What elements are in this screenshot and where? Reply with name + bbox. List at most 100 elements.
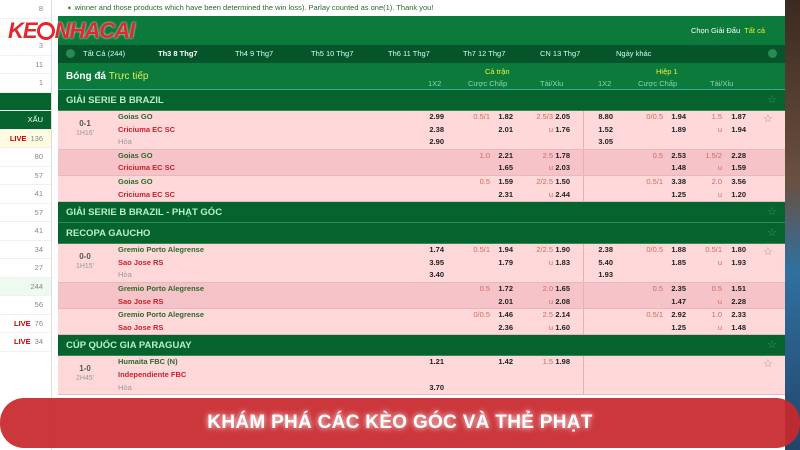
- date-tab[interactable]: Ngày khác: [616, 49, 652, 58]
- sidebar-item[interactable]: XẤU: [0, 111, 51, 130]
- date-tab[interactable]: Th3 8 Thg7: [158, 49, 198, 58]
- sidebar-item[interactable]: 41: [0, 185, 51, 204]
- sidebar-item[interactable]: [0, 92, 51, 111]
- odds-value[interactable]: 1.72: [498, 283, 513, 293]
- odds-value[interactable]: 3.40: [429, 270, 444, 280]
- odds-value[interactable]: 1.87: [731, 112, 746, 121]
- sidebar-item[interactable]: 80: [0, 148, 51, 167]
- sidebar-item[interactable]: 3: [0, 37, 51, 56]
- odds-value[interactable]: 1.74: [429, 245, 444, 255]
- odds-value[interactable]: 2.99: [429, 112, 444, 121]
- date-tab[interactable]: Th7 12 Thg7: [463, 49, 506, 58]
- date-tab[interactable]: Th4 9 Thg7: [235, 49, 274, 58]
- odds-value[interactable]: 1.85: [671, 257, 686, 267]
- odds-value[interactable]: 1.82: [498, 112, 513, 121]
- sidebar-item[interactable]: 34: [0, 241, 51, 259]
- odds-value[interactable]: 1.88: [671, 245, 686, 255]
- sidebar-item[interactable]: 8: [0, 0, 51, 19]
- odds-value[interactable]: 2.08: [555, 296, 570, 306]
- star-icon[interactable]: ☆: [767, 206, 777, 219]
- odds-value[interactable]: 1.21: [429, 357, 444, 367]
- odds-value[interactable]: 1.47: [671, 296, 686, 306]
- odds-value[interactable]: 2.44: [555, 189, 570, 199]
- star-icon[interactable]: ☆: [767, 339, 777, 352]
- odds-value[interactable]: 1.48: [731, 322, 746, 332]
- star-icon[interactable]: ☆: [767, 94, 777, 106]
- sidebar-item[interactable]: 56: [0, 296, 51, 315]
- odds-value[interactable]: 1.79: [498, 257, 513, 267]
- odds-value[interactable]: 1.83: [555, 257, 570, 267]
- odds-value[interactable]: 1.94: [498, 245, 513, 255]
- sidebar-item[interactable]: 1: [0, 74, 51, 93]
- odds-value[interactable]: 2.38: [429, 124, 444, 134]
- odds-value[interactable]: 3.95: [429, 257, 444, 267]
- sidebar-item[interactable]: LIVE 76: [0, 315, 51, 333]
- sidebar-item[interactable]: 11: [0, 56, 51, 74]
- sidebar-item[interactable]: 244: [0, 277, 51, 296]
- odds-value[interactable]: 1.90: [555, 245, 570, 255]
- odds-value[interactable]: 1.51: [731, 283, 746, 293]
- odds-value[interactable]: 2.38: [598, 245, 613, 255]
- odds-value[interactable]: 1.98: [555, 357, 570, 367]
- sidebar-item[interactable]: LIVE 34: [0, 333, 51, 352]
- odds-value[interactable]: 1.93: [731, 257, 746, 267]
- favorite-star-icon[interactable]: ☆: [763, 246, 773, 259]
- odds-value[interactable]: 1.60: [555, 322, 570, 332]
- odds-value[interactable]: 2.90: [429, 137, 444, 147]
- sidebar-item[interactable]: 57: [0, 204, 51, 222]
- odds-value[interactable]: 2.28: [731, 150, 746, 160]
- odds-value[interactable]: 1.46: [498, 310, 513, 320]
- odds-value[interactable]: 1.50: [555, 176, 570, 186]
- sidebar-item[interactable]: 27: [0, 259, 51, 278]
- odds-value[interactable]: 2.36: [498, 322, 513, 332]
- odds-value[interactable]: 5.40: [598, 257, 613, 267]
- favorite-star-icon[interactable]: ☆: [763, 358, 773, 371]
- sidebar-item[interactable]: 57: [0, 167, 51, 185]
- odds-value[interactable]: 1.20: [731, 189, 746, 199]
- odds-value[interactable]: 1.94: [671, 112, 686, 121]
- odds-value[interactable]: 1.65: [498, 163, 513, 173]
- odds-value[interactable]: 2.33: [731, 310, 746, 320]
- odds-value[interactable]: 2.05: [555, 112, 570, 121]
- odds-value[interactable]: 3.70: [429, 382, 444, 392]
- odds-value[interactable]: 1.52: [598, 124, 613, 134]
- odds-value[interactable]: 8.80: [598, 112, 613, 121]
- date-tab[interactable]: Tất Cả (244): [83, 49, 126, 58]
- league-header[interactable]: GIẢI SERIE B BRAZIL ☆: [58, 90, 785, 111]
- league-header[interactable]: GIẢI SERIE B BRAZIL - PHẠT GÓC ☆: [58, 202, 785, 224]
- date-tab[interactable]: Th5 10 Thg7: [311, 49, 354, 58]
- odds-value[interactable]: 3.56: [731, 176, 746, 186]
- odds-value[interactable]: 1.42: [498, 357, 513, 367]
- odds-value[interactable]: 1.59: [498, 176, 513, 186]
- odds-value[interactable]: 2.31: [498, 189, 513, 199]
- odds-value[interactable]: 2.01: [498, 124, 513, 134]
- date-tab[interactable]: CN 13 Thg7: [540, 49, 581, 58]
- odds-value[interactable]: 1.78: [555, 150, 570, 160]
- favorite-star-icon[interactable]: ☆: [763, 113, 773, 125]
- odds-value[interactable]: 1.93: [598, 270, 613, 280]
- league-selector[interactable]: Chọn Giải Đấu Tất cả: [691, 26, 765, 35]
- league-header[interactable]: RECOPA GAUCHO ☆: [58, 223, 785, 245]
- next-dot-icon[interactable]: [768, 49, 777, 58]
- odds-value[interactable]: 1.65: [555, 283, 570, 293]
- league-header[interactable]: CÚP QUỐC GIA PARAGUAY ☆: [58, 335, 785, 357]
- odds-value[interactable]: 1.25: [671, 322, 686, 332]
- odds-value[interactable]: 1.80: [731, 245, 746, 255]
- odds-value[interactable]: 1.89: [671, 124, 686, 134]
- odds-value[interactable]: 1.25: [671, 189, 686, 199]
- odds-value[interactable]: 1.48: [671, 163, 686, 173]
- odds-value[interactable]: 1.59: [731, 163, 746, 173]
- odds-value[interactable]: 2.92: [671, 310, 686, 320]
- odds-value[interactable]: 2.21: [498, 150, 513, 160]
- date-tab[interactable]: Th6 11 Thg7: [388, 49, 430, 58]
- odds-value[interactable]: 2.03: [555, 163, 570, 173]
- odds-value[interactable]: 3.05: [598, 137, 613, 147]
- odds-value[interactable]: 1.76: [555, 124, 570, 134]
- star-icon[interactable]: ☆: [767, 227, 777, 240]
- odds-value[interactable]: 3.38: [671, 176, 686, 186]
- sidebar-item[interactable]: 41: [0, 222, 51, 241]
- prev-dot-icon[interactable]: [66, 49, 75, 58]
- odds-value[interactable]: 2.01: [498, 296, 513, 306]
- odds-value[interactable]: 1.94: [731, 124, 746, 134]
- odds-value[interactable]: 2.14: [555, 310, 570, 320]
